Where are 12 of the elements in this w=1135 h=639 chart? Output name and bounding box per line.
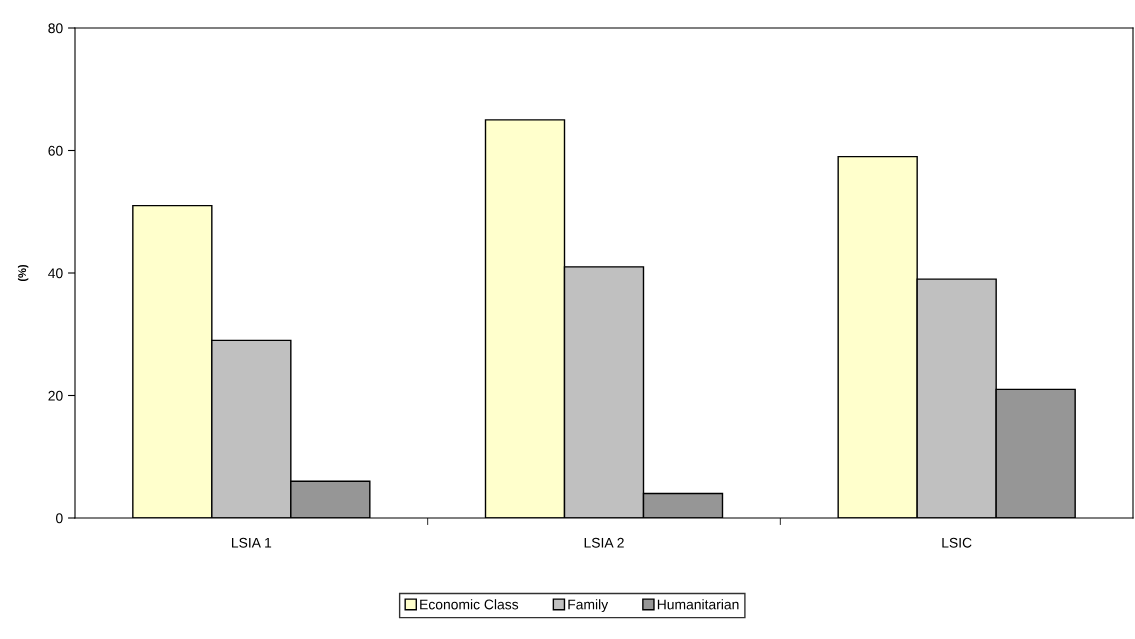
legend-label: Economic Class [420, 599, 519, 610]
legend-label: Family [568, 599, 609, 613]
x-tick-label: LSIA 1 [232, 537, 272, 548]
y-tick-label: 20 [48, 390, 63, 401]
legend-label: Humanitarian [657, 599, 739, 610]
y-tick-label: 40 [48, 268, 63, 279]
y-axis-title: (%) [17, 264, 29, 282]
x-tick-label: LSIA 2 [584, 537, 624, 548]
y-tick-label: 0 [56, 513, 63, 524]
y-tick-label: 60 [48, 145, 63, 156]
y-tick-label: 80 [48, 23, 63, 34]
x-tick-label: LSIC [942, 537, 972, 548]
